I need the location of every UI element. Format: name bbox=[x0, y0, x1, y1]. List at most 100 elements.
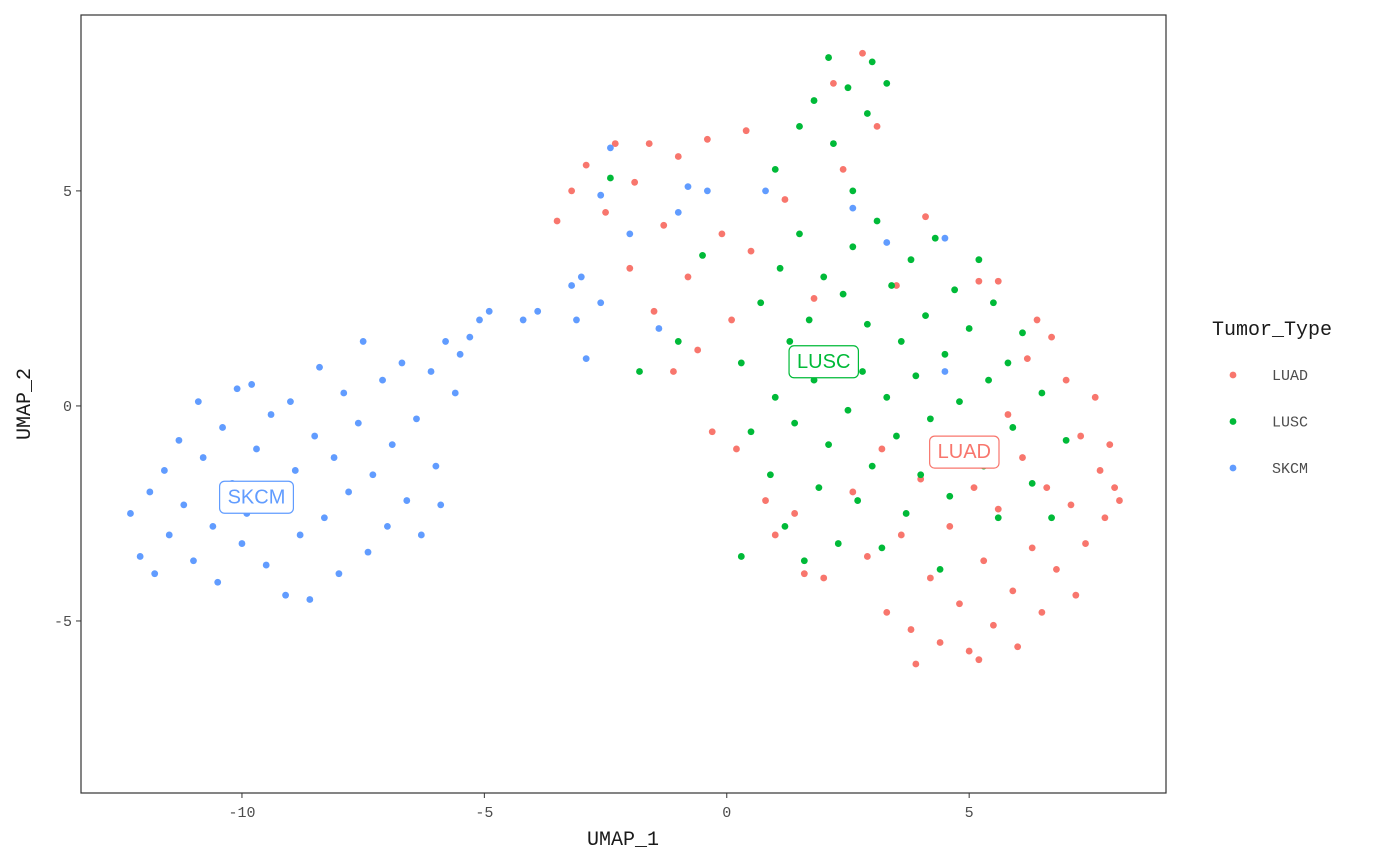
point bbox=[674, 209, 682, 216]
point bbox=[146, 488, 154, 496]
point bbox=[684, 183, 692, 190]
point bbox=[810, 295, 818, 302]
point bbox=[660, 221, 668, 229]
point bbox=[699, 252, 706, 259]
point bbox=[825, 54, 832, 61]
point bbox=[694, 346, 702, 354]
point bbox=[427, 368, 435, 375]
point bbox=[1019, 454, 1026, 461]
cluster-label-text: SKCM bbox=[228, 486, 286, 508]
cluster-label-box bbox=[219, 480, 294, 514]
point bbox=[136, 553, 144, 560]
point bbox=[267, 411, 275, 418]
point bbox=[815, 484, 823, 492]
point bbox=[597, 299, 605, 307]
point bbox=[1082, 540, 1089, 547]
point bbox=[839, 290, 847, 298]
point bbox=[238, 540, 246, 547]
point bbox=[626, 264, 634, 272]
point bbox=[791, 510, 799, 517]
point bbox=[1062, 376, 1070, 384]
point bbox=[316, 363, 323, 371]
point bbox=[941, 234, 949, 242]
point bbox=[1096, 467, 1104, 474]
point bbox=[965, 325, 973, 332]
point bbox=[607, 174, 614, 182]
cluster-label-text: LUSC bbox=[797, 351, 850, 373]
point bbox=[1033, 316, 1041, 324]
point bbox=[1019, 329, 1026, 337]
point bbox=[912, 372, 920, 380]
point bbox=[820, 273, 828, 281]
point bbox=[810, 97, 818, 104]
point bbox=[233, 385, 241, 393]
cluster-label: LUAD bbox=[929, 435, 1000, 469]
point bbox=[597, 191, 605, 199]
point bbox=[796, 230, 803, 238]
point bbox=[1062, 436, 1070, 444]
point bbox=[907, 626, 915, 633]
point bbox=[907, 256, 915, 264]
point bbox=[219, 424, 226, 431]
point bbox=[631, 178, 639, 186]
point bbox=[830, 79, 837, 87]
point bbox=[437, 501, 445, 509]
point bbox=[975, 656, 983, 664]
point bbox=[970, 484, 978, 492]
point bbox=[902, 510, 910, 517]
point bbox=[175, 436, 183, 444]
point bbox=[849, 488, 857, 496]
point bbox=[1023, 355, 1031, 363]
point bbox=[859, 49, 866, 57]
point bbox=[369, 471, 377, 479]
point bbox=[364, 548, 372, 556]
point bbox=[209, 522, 217, 530]
point bbox=[883, 239, 891, 246]
point bbox=[926, 574, 934, 582]
point bbox=[771, 393, 779, 401]
point bbox=[1009, 587, 1017, 595]
cluster-label-box bbox=[929, 435, 1000, 469]
point bbox=[883, 608, 891, 616]
legend-key bbox=[1229, 371, 1237, 379]
point bbox=[854, 497, 862, 504]
point bbox=[742, 127, 750, 135]
point bbox=[994, 277, 1002, 285]
point bbox=[863, 110, 871, 117]
point bbox=[859, 368, 866, 375]
point bbox=[582, 161, 590, 169]
point bbox=[747, 247, 755, 255]
point bbox=[796, 122, 803, 130]
point bbox=[403, 497, 411, 504]
x-axis-title: UMAP_1 bbox=[587, 829, 659, 852]
legend-label: LUAD bbox=[1272, 368, 1308, 385]
point bbox=[946, 492, 954, 500]
point bbox=[868, 58, 876, 66]
point bbox=[1043, 484, 1051, 492]
point bbox=[442, 338, 449, 345]
plot-panel bbox=[80, 14, 1167, 794]
point bbox=[762, 187, 769, 195]
point bbox=[844, 84, 852, 92]
point bbox=[199, 454, 207, 461]
point bbox=[650, 307, 658, 315]
point bbox=[1067, 501, 1075, 509]
point bbox=[398, 359, 406, 367]
point bbox=[674, 338, 682, 345]
point bbox=[849, 187, 857, 195]
point bbox=[1072, 591, 1080, 599]
point bbox=[1004, 411, 1012, 418]
point bbox=[379, 376, 386, 384]
point bbox=[965, 647, 973, 655]
point bbox=[805, 316, 813, 324]
point bbox=[1038, 389, 1046, 397]
cluster-label-text: LUAD bbox=[938, 441, 991, 463]
point bbox=[330, 454, 338, 461]
point bbox=[320, 514, 328, 522]
point bbox=[151, 570, 159, 578]
point bbox=[345, 488, 353, 496]
point bbox=[413, 415, 420, 423]
point bbox=[844, 406, 852, 414]
point bbox=[354, 419, 362, 427]
point bbox=[771, 165, 779, 173]
